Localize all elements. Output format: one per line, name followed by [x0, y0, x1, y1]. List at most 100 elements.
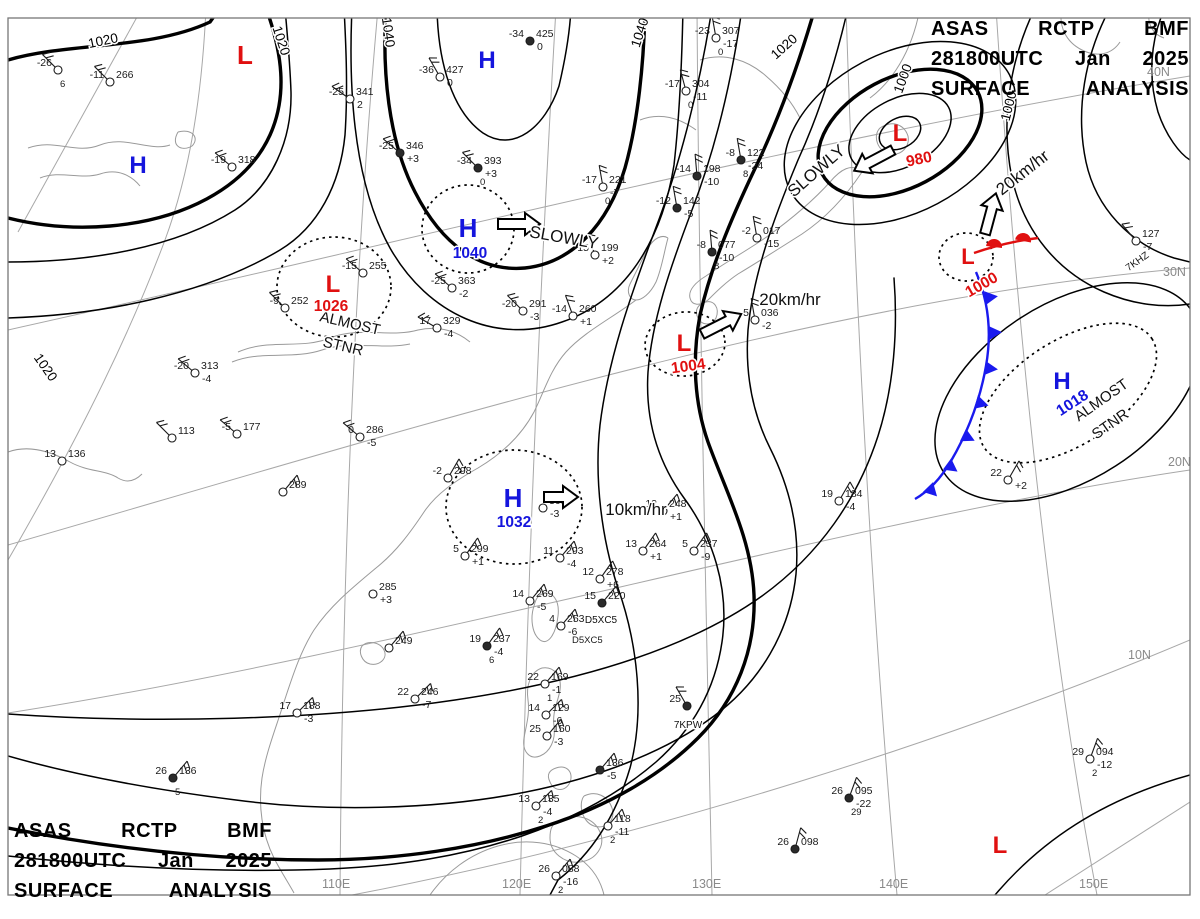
wind-barb-tick-icon	[612, 589, 617, 598]
station-temp: 26	[155, 765, 167, 777]
wind-barb-tick-icon	[751, 302, 760, 307]
station-pressure: 278	[606, 566, 624, 578]
station-temp: 22	[990, 467, 1002, 479]
station-temp: -17	[582, 174, 597, 186]
annotation-text: SLOWLY	[528, 222, 600, 253]
wind-barb-tick-icon	[676, 493, 681, 502]
wind-barb-tick-icon	[598, 164, 607, 169]
station-temp: -11	[90, 69, 105, 81]
wind-barb-tick-icon	[496, 631, 501, 640]
isobar-value-label: 1020	[768, 31, 800, 62]
isobar-value-label: 1020	[270, 24, 294, 57]
low-center-symbol: L	[893, 120, 908, 147]
title-word: ANALYSIS	[1085, 78, 1189, 100]
wind-barb-tick-icon	[94, 63, 103, 67]
coastline	[531, 592, 559, 642]
title-word: 281800UTC	[14, 850, 127, 872]
movement-arrow-icon	[497, 211, 542, 237]
station-tendency: 0	[447, 77, 453, 89]
title-line: 281800UTC Jan 2025	[931, 44, 1189, 74]
station-circle-icon	[232, 429, 242, 439]
station-circle-icon	[540, 679, 550, 689]
station-circle-icon	[595, 574, 605, 584]
isobar-value-label: 1020	[31, 351, 61, 384]
annotation-text: 7KHZ	[1124, 250, 1151, 274]
wind-barb-tick-icon	[551, 790, 555, 799]
station-temp: 12	[645, 498, 657, 510]
station-temp: -25	[431, 275, 446, 287]
wind-barb-tick-icon	[618, 812, 623, 821]
station-plot: -14 198-10	[676, 153, 721, 188]
wind-barb-tick-icon	[799, 832, 806, 839]
wind-barb-tick-icon	[753, 220, 762, 225]
isobar-line	[350, 18, 684, 331]
wind-barb-tick-icon	[456, 462, 462, 471]
wind-barb-tick-icon	[547, 793, 551, 802]
station-circle-icon	[736, 155, 746, 165]
wind-barb-tick-icon	[681, 73, 690, 78]
station-pressure: 425	[536, 28, 554, 40]
station-circle-icon	[541, 710, 551, 720]
station-plot: 5 237-9	[682, 532, 718, 563]
station-temp: -9	[270, 295, 279, 307]
wind-barb-tick-icon	[706, 532, 711, 541]
wind-barb-tick-icon	[703, 536, 708, 545]
station-temp: -34	[509, 28, 524, 40]
station-extra: 2	[538, 815, 543, 826]
station-pressure: 266	[116, 69, 134, 81]
station-circle-icon	[167, 433, 177, 443]
station-pressure: 248	[669, 498, 687, 510]
wind-barb-tick-icon	[737, 142, 746, 147]
station-circle-icon	[556, 621, 566, 631]
station-temp: 13	[44, 448, 56, 460]
wind-barb-tick-icon	[218, 152, 227, 157]
title-word: BMF	[1144, 18, 1189, 40]
station-pressure: 184	[845, 488, 863, 500]
station-pressure: 298	[454, 465, 472, 477]
isobar-value-label: 1020	[87, 30, 120, 51]
station-temp: 22	[397, 686, 409, 698]
station-circle-icon	[435, 72, 445, 82]
isobar-line	[8, 18, 292, 263]
station-plot: 26 136 5	[155, 760, 197, 798]
title-line: SURFACE ANALYSIS	[14, 876, 272, 906]
station-circle-icon	[105, 77, 115, 87]
isobar-line	[8, 18, 215, 62]
wind-barb-tick-icon	[382, 135, 391, 140]
wind-barb-tick-icon	[296, 474, 301, 483]
title-line: 281800UTC Jan 2025	[14, 846, 272, 876]
wind-barb-tick-icon	[736, 137, 745, 142]
station-plot: 5 036-2	[743, 297, 779, 332]
isobar-value-label: 1040	[628, 16, 652, 49]
station-circle-icon	[355, 432, 365, 442]
wind-barb-tick-icon	[1124, 225, 1133, 229]
wind-barb-tick-icon	[349, 258, 358, 263]
station-tendency: -24	[748, 160, 763, 172]
station-tendency: +1	[472, 556, 484, 568]
station-circle-icon	[752, 233, 762, 243]
graticule-line	[17, 18, 138, 233]
station-temp: -36	[419, 64, 434, 76]
station-pressure: 220	[608, 590, 626, 602]
wind-barb-tick-icon	[421, 314, 430, 320]
wind-barb-tick-icon	[156, 419, 165, 423]
center-pressure-value: 1032	[497, 514, 531, 531]
station-temp: 26	[777, 836, 789, 848]
station-circle-icon	[790, 844, 800, 854]
wind-barb-tick-icon	[1121, 222, 1130, 225]
graticule-line	[996, 18, 1098, 895]
wind-barb-tick-icon	[97, 67, 106, 71]
station-pressure: 098	[801, 836, 819, 848]
wind-barb-tick-icon	[561, 699, 565, 708]
station-plot: -12 142-5	[656, 185, 701, 220]
coastline	[8, 448, 143, 482]
station-tendency: -11	[615, 826, 630, 838]
station-extra: 5	[175, 787, 180, 798]
isobar-line	[8, 277, 897, 721]
station-tendency: -4	[543, 806, 552, 818]
wind-barb-tick-icon	[673, 497, 678, 506]
high-center-symbol: H	[129, 152, 146, 179]
wind-barb-tick-icon	[269, 289, 278, 293]
station-circle-icon	[681, 86, 691, 96]
